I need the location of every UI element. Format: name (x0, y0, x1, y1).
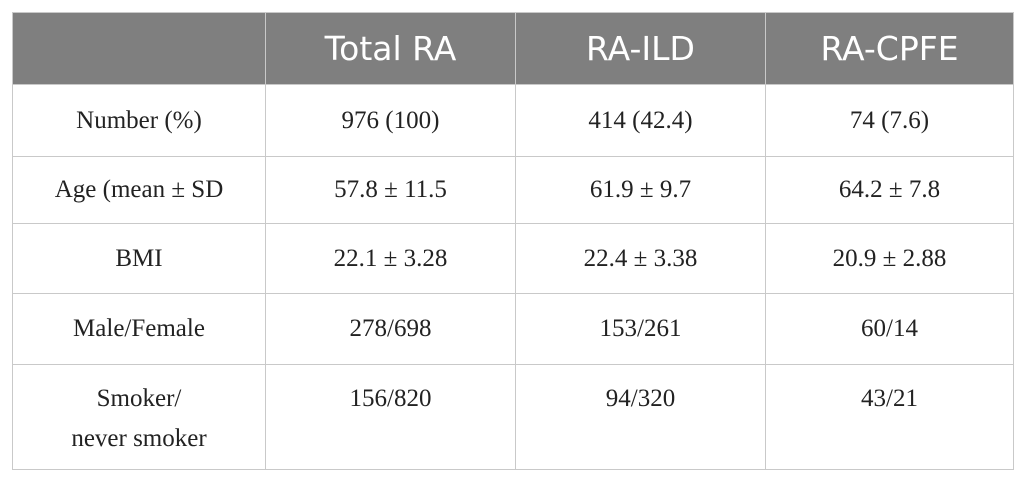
table-row: BMI 22.1 ± 3.28 22.4 ± 3.38 20.9 ± 2.88 (12, 223, 1014, 294)
row-label: Smoker/ never smoker (12, 364, 266, 470)
table-row: Number (%) 976 (100) 414 (42.4) 74 (7.6) (12, 84, 1014, 157)
table-cell: 64.2 ± 7.8 (765, 156, 1014, 224)
corner-cell (12, 12, 266, 85)
header-cell: RA-ILD (515, 12, 766, 85)
table-cell: 57.8 ± 11.5 (265, 156, 516, 224)
table-cell: 74 (7.6) (765, 84, 1014, 157)
data-table: Total RA RA-ILD RA-CPFE Number (%) 976 (1… (12, 12, 1014, 470)
table-cell: 94/320 (515, 364, 766, 470)
table-cell: 22.1 ± 3.28 (265, 223, 516, 294)
table-cell: 153/261 (515, 293, 766, 365)
table-cell: 22.4 ± 3.38 (515, 223, 766, 294)
row-label: Age (mean ± SD (12, 156, 266, 224)
table-row: Age (mean ± SD 57.8 ± 11.5 61.9 ± 9.7 64.2 … (12, 156, 1014, 224)
header-cell: Total RA (265, 12, 516, 85)
header-cell: RA-CPFE (765, 12, 1014, 85)
table-row: Smoker/ never smoker 156/820 94/320 43/21 (12, 364, 1014, 470)
table-cell: 156/820 (265, 364, 516, 470)
header-row: Total RA RA-ILD RA-CPFE (12, 12, 1014, 85)
table-cell: 43/21 (765, 364, 1014, 470)
row-label: Male/Female (12, 293, 266, 365)
table-cell: 976 (100) (265, 84, 516, 157)
table-cell: 61.9 ± 9.7 (515, 156, 766, 224)
table-cell: 60/14 (765, 293, 1014, 365)
table-cell: 414 (42.4) (515, 84, 766, 157)
row-label: BMI (12, 223, 266, 294)
row-label: Number (%) (12, 84, 266, 157)
table-cell: 20.9 ± 2.88 (765, 223, 1014, 294)
table-row: Male/Female 278/698 153/261 60/14 (12, 293, 1014, 365)
table-cell: 278/698 (265, 293, 516, 365)
